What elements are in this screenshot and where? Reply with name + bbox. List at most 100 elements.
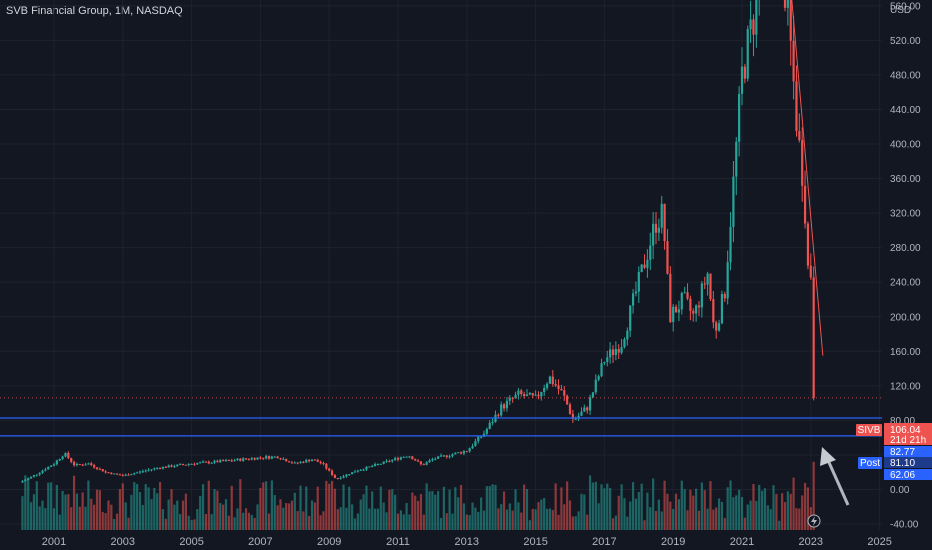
- candle-body: [353, 471, 357, 473]
- volume-bar: [660, 511, 663, 530]
- candle-body: [712, 299, 715, 323]
- candle-body: [90, 463, 93, 466]
- candle-body: [500, 404, 503, 416]
- volume-bar: [204, 513, 208, 530]
- grid: [0, 0, 882, 530]
- candle-body: [669, 273, 672, 323]
- candle-body: [720, 294, 724, 324]
- volume-bar: [566, 481, 569, 530]
- volume-bar: [471, 502, 474, 530]
- candle-body: [156, 467, 159, 469]
- level2-box: [884, 469, 932, 480]
- candle-body: [637, 272, 640, 292]
- candle-body: [511, 397, 514, 399]
- volume-bar: [537, 502, 540, 530]
- candle-body: [617, 348, 620, 353]
- candle-body: [124, 474, 127, 476]
- volume-bar: [227, 515, 230, 530]
- candle-body: [181, 464, 185, 466]
- countdown: 21d 21h: [890, 435, 926, 446]
- volume-bar: [405, 503, 408, 530]
- volume-bar: [167, 499, 170, 530]
- volume-bar: [491, 484, 494, 530]
- candle-body: [706, 273, 709, 285]
- volume-bar: [703, 490, 706, 530]
- y-tick-label: 520.00: [890, 36, 921, 47]
- candle-body: [396, 458, 400, 460]
- candle-body: [789, 0, 792, 41]
- y-tick-label: 480.00: [890, 70, 921, 81]
- candle-body: [118, 474, 122, 476]
- volume-bar: [422, 514, 425, 530]
- candle-body: [611, 349, 615, 356]
- candle-body: [167, 465, 170, 468]
- candle-body: [574, 418, 577, 420]
- volume-bar: [118, 489, 122, 530]
- candle-body: [755, 0, 758, 35]
- x-tick-label: 2003: [111, 536, 135, 548]
- trendline: [791, 0, 824, 356]
- post-tag-bg: [858, 457, 882, 469]
- candle-body: [330, 470, 334, 476]
- candle-body: [190, 463, 193, 465]
- volume-bar: [717, 498, 721, 530]
- volume-bar: [781, 493, 784, 530]
- volume-bar: [766, 505, 769, 530]
- candle-body: [58, 458, 61, 461]
- candle-body: [333, 475, 337, 479]
- volume-bar: [170, 489, 173, 530]
- y-tick-label: 0.00: [890, 485, 910, 496]
- candle-body: [425, 462, 428, 465]
- volume-bar: [267, 513, 271, 530]
- volume-bar: [603, 488, 606, 530]
- volume-bar: [399, 510, 402, 530]
- volume-bar: [752, 483, 755, 530]
- volume-bar: [402, 514, 405, 530]
- candle-body: [471, 446, 474, 449]
- candle-body: [296, 462, 299, 464]
- y-tick-label: -40.00: [890, 520, 919, 531]
- volume-bar: [127, 517, 130, 530]
- candle-body: [717, 323, 721, 331]
- candle-body: [70, 458, 73, 462]
- candle-body: [50, 465, 53, 467]
- candle-body: [445, 455, 448, 458]
- candle-body: [199, 462, 202, 464]
- candle-body: [336, 478, 339, 480]
- volume-bar: [382, 502, 385, 530]
- candle-body: [517, 390, 520, 395]
- candle-body: [219, 460, 222, 463]
- volume-bar: [586, 514, 589, 530]
- candle-body: [222, 460, 225, 462]
- lightning-icon-glyph: [811, 516, 817, 526]
- candle-body: [465, 451, 468, 453]
- volume-bar: [207, 480, 210, 530]
- x-tick-label: 2019: [661, 536, 685, 548]
- volume-bar: [715, 507, 718, 530]
- volume-bar: [78, 506, 81, 530]
- candle-body: [161, 466, 165, 469]
- volume-bar: [224, 499, 228, 530]
- volume-bar: [388, 489, 391, 530]
- volume-bar: [795, 508, 798, 530]
- volume-bar: [709, 481, 712, 530]
- volume-bar: [75, 493, 79, 530]
- candle-body: [262, 457, 265, 459]
- volume-bar: [614, 515, 617, 530]
- candle-body: [242, 458, 245, 461]
- candle-body: [394, 458, 397, 460]
- candle-body: [692, 310, 695, 314]
- volume-bar: [179, 514, 182, 530]
- candle-body: [783, 0, 787, 8]
- candle-body: [672, 306, 675, 323]
- candle-body: [689, 298, 692, 311]
- candle-body: [305, 459, 308, 463]
- volume-bar: [330, 480, 334, 530]
- annotation-arrow: [825, 457, 850, 506]
- volume-bar: [64, 494, 67, 530]
- volume-bar: [38, 506, 41, 530]
- candle-body: [580, 411, 583, 416]
- candle-body: [184, 464, 187, 466]
